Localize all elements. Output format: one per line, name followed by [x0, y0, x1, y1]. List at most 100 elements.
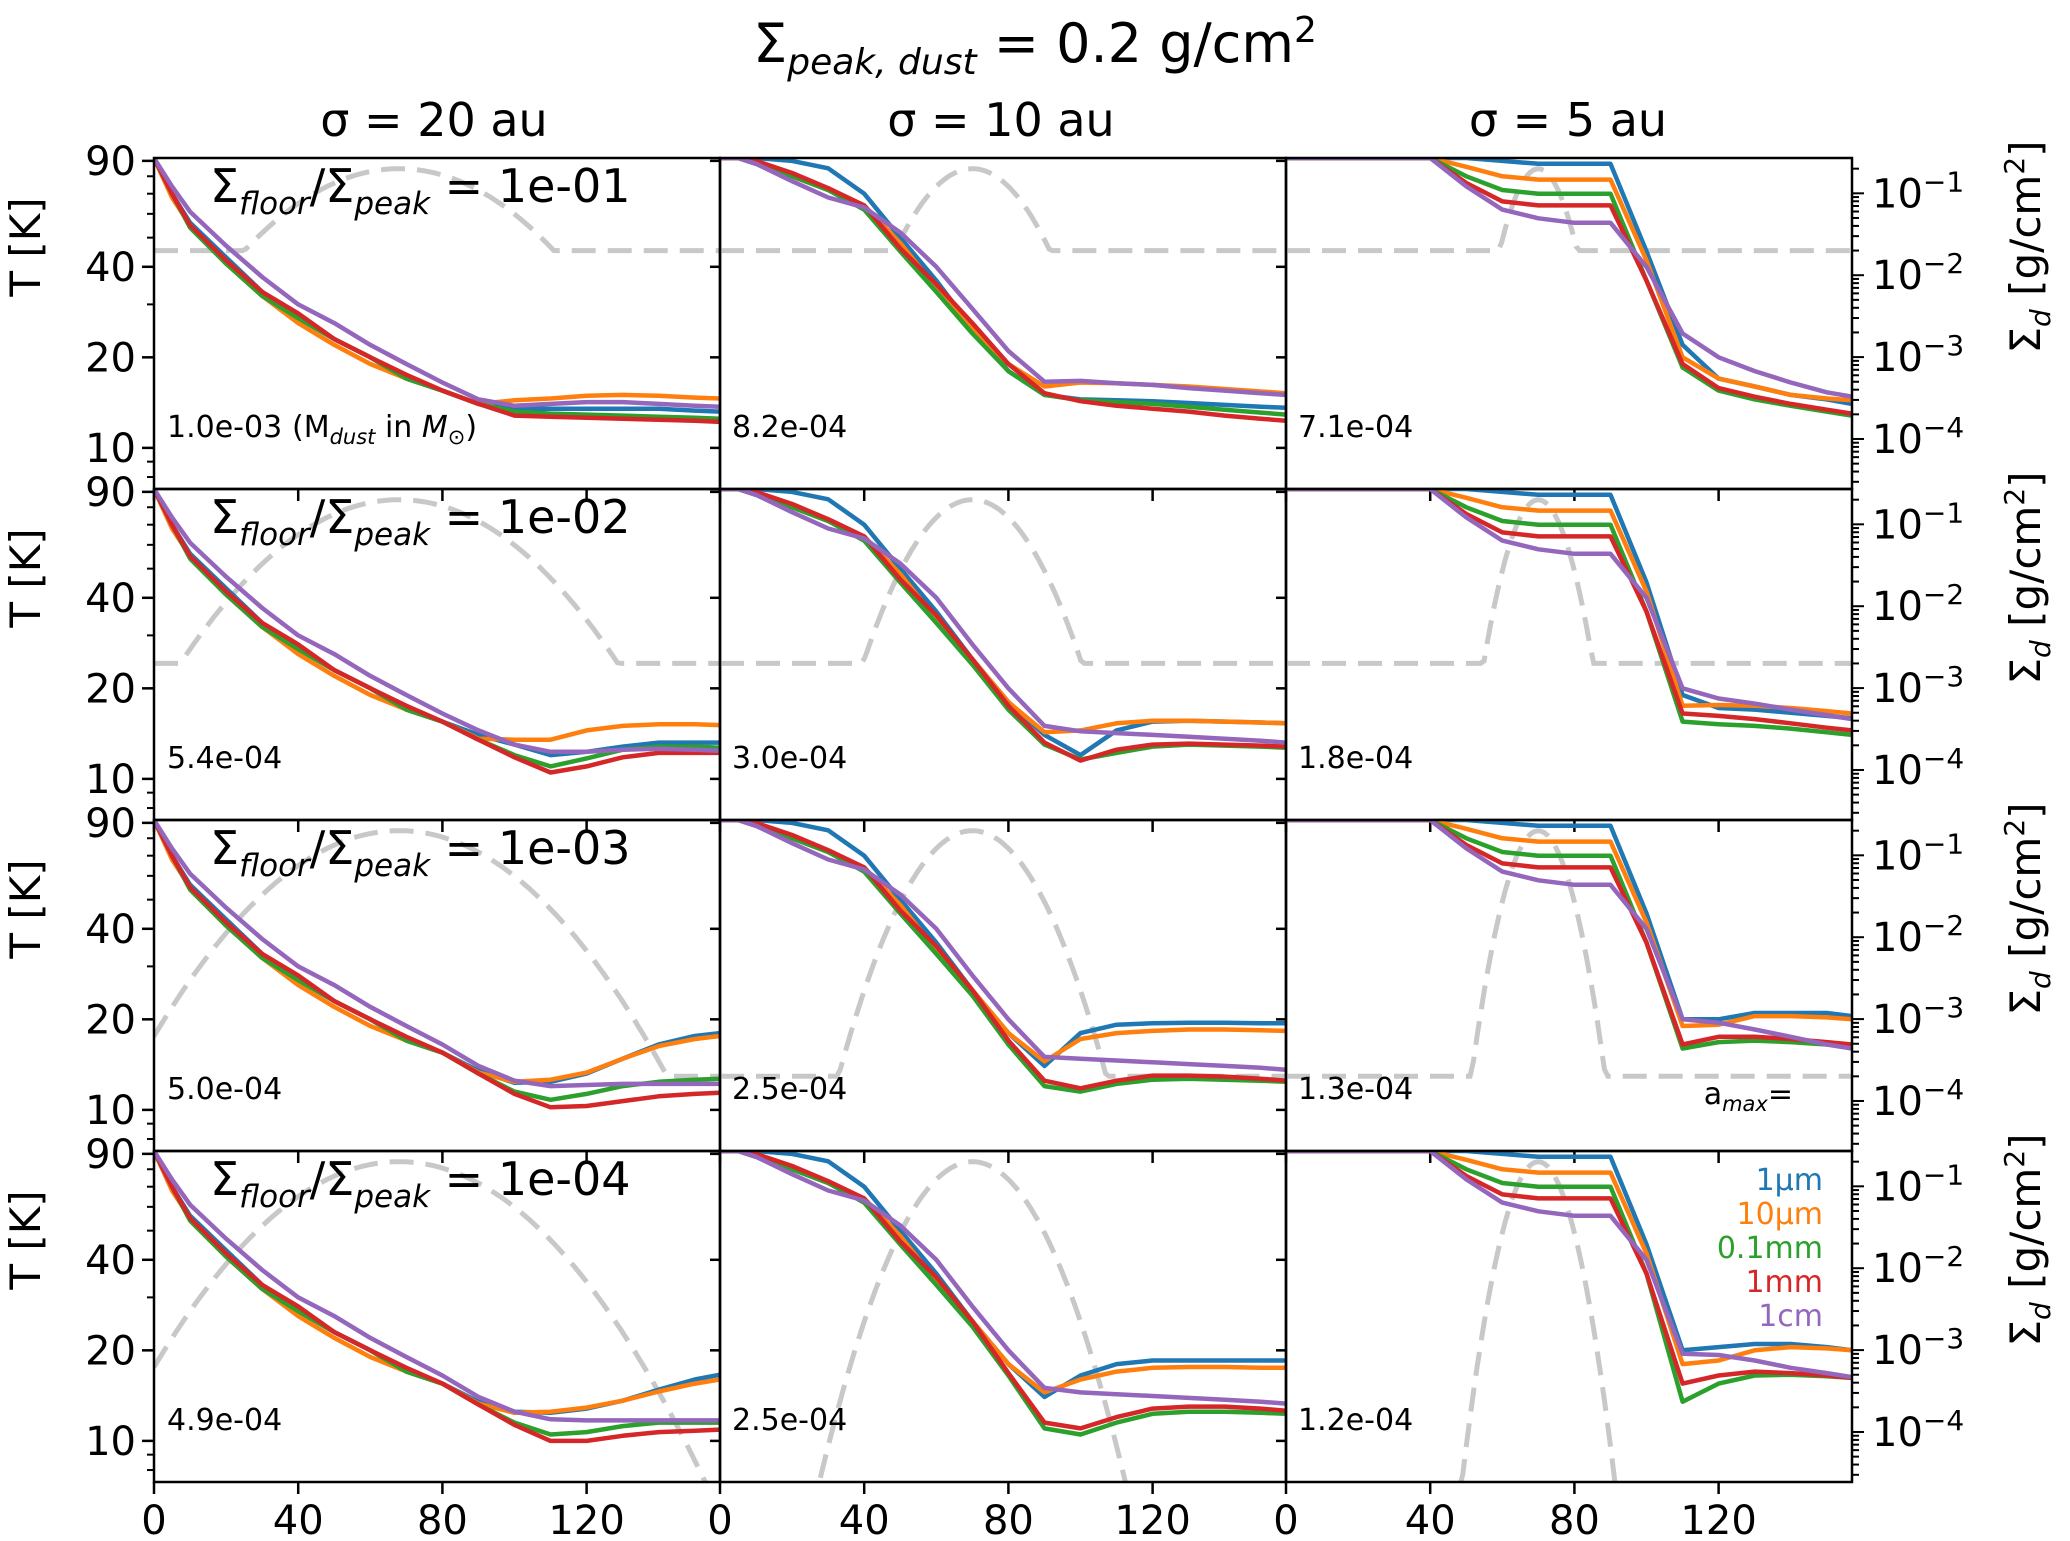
right-y-tick-label: 10−3 — [1872, 329, 1964, 381]
plot-area — [154, 820, 720, 1110]
temperature-series-line — [154, 820, 720, 1089]
y-tick-label: 90 — [85, 1132, 136, 1178]
svg-text:Σd [g/cm2]: Σd [g/cm2] — [1998, 140, 2057, 353]
y-tick-label: 90 — [85, 470, 136, 516]
temperature-series-line — [154, 1151, 720, 1423]
temperature-series-line — [1286, 820, 1852, 1047]
x-tick-label: 120 — [1680, 1498, 1756, 1541]
temperature-series-line — [720, 158, 1286, 410]
temperature-series-line — [720, 820, 1286, 1091]
x-tick-label: 80 — [417, 1498, 468, 1541]
svg-text:Σd [g/cm2]: Σd [g/cm2] — [1998, 1133, 2057, 1346]
surface-density-profile-dashed — [720, 497, 1286, 666]
x-tick-label: 120 — [548, 1498, 624, 1541]
right-y-tick-label: 10−4 — [1872, 742, 1964, 794]
panel — [710, 487, 1288, 832]
right-ylabel: Σd [g/cm2] — [1998, 140, 2057, 353]
temperature-series-line — [720, 1151, 1286, 1437]
temperature-series-line — [720, 489, 1286, 758]
plot-area — [1286, 1151, 1852, 1482]
panel — [710, 156, 1288, 501]
panel: 10−4 10−3 10−2 10−1 — [1276, 487, 1964, 832]
left-ylabel: T [K] — [1, 528, 50, 628]
y-tick-label: 20 — [85, 335, 136, 381]
x-tick-label: 80 — [983, 1498, 1034, 1541]
right-y-tick-label: 10−2 — [1872, 1240, 1964, 1292]
temperature-series-line — [1286, 820, 1852, 1029]
temperature-series-line — [720, 1151, 1286, 1406]
right-y-tick-label: 10−2 — [1872, 909, 1964, 961]
x-tick-label: 40 — [273, 1498, 324, 1541]
x-tick-label: 80 — [1549, 1498, 1600, 1541]
panel-frame — [1284, 1149, 1854, 1484]
plot-area — [720, 820, 1286, 1094]
right-y-tick-label: 10−4 — [1872, 411, 1964, 463]
surface-density-profile-dashed — [816, 1159, 1128, 1482]
y-tick-label: 40 — [85, 907, 136, 953]
temperature-series-line — [720, 820, 1286, 1064]
temperature-series-line — [154, 489, 720, 775]
temperature-series-line — [720, 820, 1286, 1094]
dust-mass-label: 2.5e-04 — [732, 1072, 847, 1107]
dust-mass-label: 1.8e-04 — [1298, 741, 1413, 776]
temperature-series-line — [720, 158, 1286, 417]
column-title: σ = 5 au — [1469, 93, 1667, 147]
panel: 10 20 40 90 — [85, 470, 722, 832]
x-tick-label: 0 — [1273, 1498, 1298, 1541]
dust-mass-label: 1.3e-04 — [1298, 1072, 1413, 1107]
temperature-series-line — [154, 1151, 720, 1444]
y-tick-label: 40 — [85, 1238, 136, 1284]
dust-mass-label: 7.1e-04 — [1298, 410, 1413, 445]
temperature-series-line — [1286, 489, 1852, 721]
temperature-series-line — [1286, 489, 1852, 722]
temperature-series-line — [1286, 158, 1852, 403]
dust-mass-label: 4.9e-04 — [167, 1403, 282, 1438]
temperature-series-line — [720, 820, 1286, 1072]
temperature-series-line — [1286, 1151, 1852, 1386]
dust-mass-label: 2.5e-04 — [732, 1403, 847, 1438]
svg-text:Σd [g/cm2]: Σd [g/cm2] — [1998, 802, 2057, 1015]
panel: 10 20 40 90 — [85, 801, 722, 1163]
y-tick-label: 90 — [85, 139, 136, 185]
right-y-tick-label: 10−1 — [1872, 1158, 1964, 1210]
legend-title: amax= — [1704, 1077, 1793, 1116]
temperature-series-line — [720, 158, 1286, 398]
y-tick-label: 90 — [85, 801, 136, 847]
legend: amax= 1μm 10μm 0.1mm 1mm 1cm — [1704, 1077, 1823, 1334]
svg-text:Σd [g/cm2]: Σd [g/cm2] — [1998, 471, 2057, 684]
temperature-series-line — [1286, 820, 1852, 1022]
legend-entry-1um: 1μm — [1756, 1163, 1823, 1198]
right-y-tick-label: 10−3 — [1872, 991, 1964, 1043]
surface-density-profile-dashed — [154, 166, 720, 254]
x-tick-label: 120 — [1114, 1498, 1190, 1541]
dust-mass-label: 8.2e-04 — [732, 410, 847, 445]
legend-entry-1mm: 1mm — [1745, 1265, 1823, 1300]
row-annotation: Σfloor/Σpeak = 1e-01 — [210, 159, 631, 222]
row-annotation: Σfloor/Σpeak = 1e-03 — [210, 821, 631, 884]
temperature-series-line — [1286, 158, 1852, 416]
temperature-series-line — [720, 489, 1286, 763]
y-tick-label: 10 — [85, 1419, 136, 1465]
temperature-series-line — [1286, 1151, 1852, 1367]
temperature-series-line — [1286, 1151, 1852, 1353]
dust-mass-label: 5.0e-04 — [167, 1072, 282, 1107]
temperature-series-line — [1286, 820, 1852, 1051]
row-annotation: Σfloor/Σpeak = 1e-02 — [210, 490, 631, 553]
left-ylabel: T [K] — [1, 859, 50, 959]
plot-area — [1286, 820, 1852, 1079]
x-tick-label: 40 — [1405, 1498, 1456, 1541]
dust-mass-unit-note: (Mdust in M⊙) — [292, 410, 477, 449]
plot-area — [154, 158, 720, 425]
temperature-series-line — [1286, 489, 1852, 738]
right-y-tick-label: 10−4 — [1872, 1073, 1964, 1125]
right-y-tick-label: 10−1 — [1872, 827, 1964, 879]
plot-area — [720, 1151, 1286, 1482]
y-tick-label: 40 — [85, 576, 136, 622]
surface-density-profile-dashed — [720, 166, 1286, 254]
right-ylabel: Σd [g/cm2] — [1998, 471, 2057, 684]
temperature-series-line — [154, 158, 720, 425]
y-tick-label: 10 — [85, 1088, 136, 1134]
temperature-series-line — [154, 158, 720, 410]
x-tick-label: 0 — [141, 1498, 166, 1541]
dust-mass-label: 5.4e-04 — [167, 741, 282, 776]
